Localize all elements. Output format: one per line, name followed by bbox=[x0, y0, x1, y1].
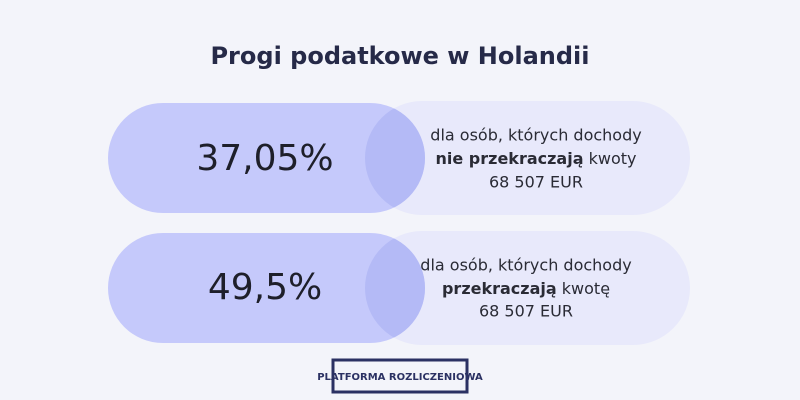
description-pill bbox=[365, 231, 690, 345]
title: Progi podatkowe w Holandii bbox=[210, 42, 589, 70]
description-line: dla osób, których dochody bbox=[430, 126, 641, 145]
logo-frame bbox=[331, 358, 469, 394]
bracket-row: 37,05% dla osób, których dochody nie prz… bbox=[108, 101, 690, 215]
description-line: 68 507 EUR bbox=[489, 173, 583, 192]
description-pill bbox=[365, 101, 690, 215]
description-bold: przekraczają bbox=[442, 279, 557, 298]
description-line: przekraczają kwotę bbox=[442, 279, 610, 298]
logo: PLATFORMA ROZLICZENIOWA bbox=[317, 358, 483, 394]
description-line: 68 507 EUR bbox=[479, 302, 573, 321]
description-line: dla osób, których dochody bbox=[420, 256, 631, 275]
rate: 37,05% bbox=[196, 138, 333, 179]
logo-text: PLATFORMA ROZLICZENIOWA bbox=[317, 372, 483, 383]
description-text: kwoty bbox=[584, 149, 637, 168]
description-line: nie przekraczają kwoty bbox=[436, 149, 637, 168]
bracket-row: 49,5% dla osób, których dochody przekrac… bbox=[108, 231, 690, 345]
rate: 49,5% bbox=[208, 267, 322, 308]
rate-pill bbox=[108, 233, 425, 343]
description-bold: nie przekraczają bbox=[436, 149, 584, 168]
rate-pill bbox=[108, 103, 425, 213]
description-text: kwotę bbox=[557, 279, 610, 298]
